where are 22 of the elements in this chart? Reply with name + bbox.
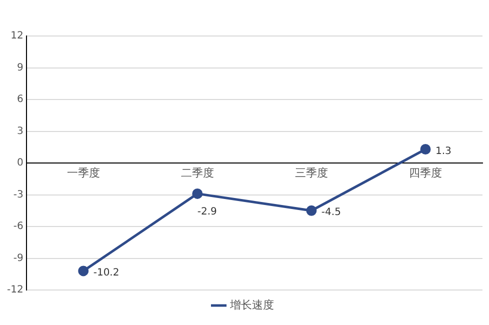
data-label: -2.9: [197, 206, 217, 218]
y-tick-label: 6: [16, 94, 24, 106]
y-tick-label: 3: [16, 126, 24, 137]
y-tick-label: -6: [13, 221, 24, 232]
point: [192, 188, 203, 199]
x-tick-label: 一季度: [66, 166, 100, 180]
y-tick-label: 0: [16, 158, 24, 169]
x-tick-label: 三季度: [294, 166, 328, 180]
data-label: -4.5: [321, 207, 341, 218]
point: [306, 205, 317, 216]
legend-label: 增长速度: [228, 298, 274, 312]
data-label: 1.3: [435, 146, 452, 157]
data-label: -10.2: [93, 268, 120, 279]
point: [420, 144, 431, 154]
y-tick-label: 9: [16, 62, 24, 74]
y-tick-label: -3: [13, 189, 24, 200]
y-tick-label: -12: [6, 284, 24, 296]
x-tick-label: 四季度: [408, 166, 442, 180]
point: [78, 266, 89, 276]
y-tick-label: -9: [13, 252, 24, 264]
x-tick-label: 二季度: [180, 166, 214, 180]
y-tick-label: 12: [10, 30, 24, 42]
